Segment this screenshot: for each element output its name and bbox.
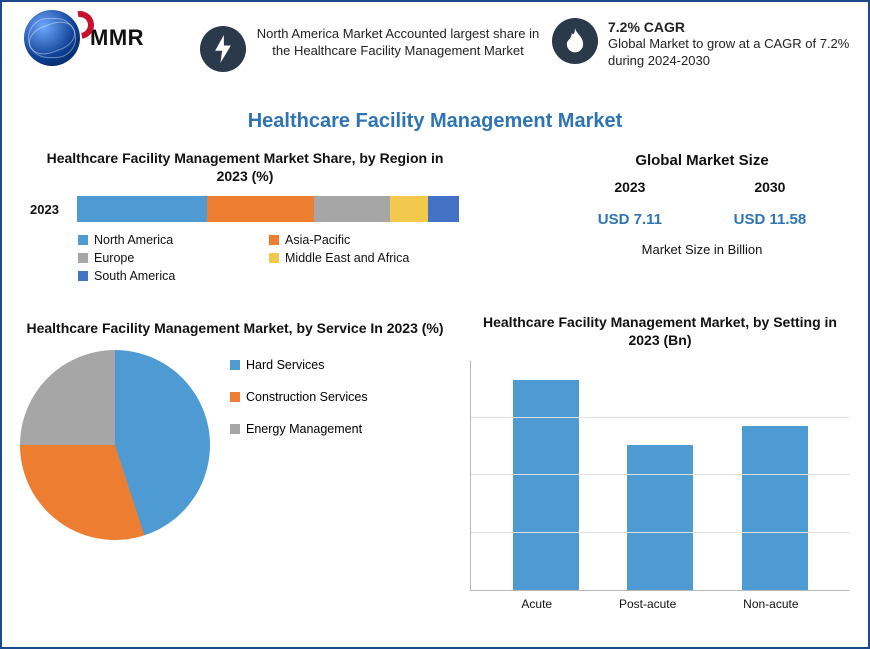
global-market-size: Global Market Size 2023 USD 7.11 2030 US… [562, 152, 842, 257]
main-title: Healthcare Facility Management Market [2, 110, 868, 133]
pie-legend-item: Construction Services [230, 390, 368, 404]
legend-label: Middle East and Africa [285, 251, 409, 265]
gms-col-0: 2023 USD 7.11 [598, 179, 662, 228]
bar-label: Acute [521, 597, 552, 611]
pie-legend-item: Energy Management [230, 422, 368, 436]
legend-label: Energy Management [246, 422, 362, 436]
gms-columns: 2023 USD 7.11 2030 USD 11.58 [562, 179, 842, 228]
region-row-label: 2023 [30, 202, 76, 217]
pie-graphic [20, 350, 210, 540]
gridline [471, 474, 850, 475]
service-pie-chart: Healthcare Facility Management Market, b… [20, 320, 450, 540]
legend-swatch [78, 235, 88, 245]
legend-label: Europe [94, 251, 134, 265]
region-seg-middle-east-and-africa [390, 196, 428, 222]
legend-label: Construction Services [246, 390, 368, 404]
gms-value-0: USD 7.11 [598, 211, 662, 228]
gms-year-1: 2030 [734, 179, 807, 195]
pie-legend: Hard Services Construction Services Energy… [230, 358, 368, 436]
cagr-heading: 7.2% CAGR [608, 18, 852, 36]
gridline [471, 532, 850, 533]
pie-legend-item: Hard Services [230, 358, 368, 372]
legend-swatch [230, 360, 240, 370]
gridline [471, 417, 850, 418]
region-legend-item: North America [78, 233, 269, 247]
callout-na-text: North America Market Accounted largest s… [256, 26, 540, 60]
region-bar-row: 2023 [30, 195, 460, 223]
flame-icon [552, 18, 598, 64]
region-share-chart: Healthcare Facility Management Market Sh… [30, 150, 460, 283]
region-seg-asia-pacific [207, 196, 314, 222]
callout-north-america: North America Market Accounted largest s… [200, 26, 540, 72]
logo: MMR [24, 10, 144, 66]
gms-year-0: 2023 [598, 179, 662, 195]
bar-label: Post-acute [619, 597, 676, 611]
gms-value-1: USD 11.58 [734, 211, 807, 228]
legend-swatch [78, 271, 88, 281]
region-seg-north-america [77, 196, 207, 222]
region-legend-item: South America [78, 269, 269, 283]
legend-label: North America [94, 233, 173, 247]
callout-cagr: 7.2% CAGR Global Market to grow at a CAG… [552, 18, 852, 70]
gms-title: Global Market Size [562, 152, 842, 169]
region-legend: North America Asia-Pacific Europe Middle Ea… [78, 233, 460, 283]
legend-swatch [269, 235, 279, 245]
bar-chart-title: Healthcare Facility Management Market, b… [470, 314, 850, 349]
region-legend-item: Asia-Pacific [269, 233, 460, 247]
region-seg-europe [314, 196, 390, 222]
logo-text: MMR [90, 25, 144, 51]
legend-swatch [269, 253, 279, 263]
cagr-body: Global Market to grow at a CAGR of 7.2% … [608, 36, 852, 70]
gms-col-1: 2030 USD 11.58 [734, 179, 807, 228]
region-legend-item: Middle East and Africa [269, 251, 460, 265]
gms-footer: Market Size in Billion [562, 242, 842, 257]
bar-x-labels: Acute Post-acute Non-acute [470, 591, 850, 611]
legend-label: Asia-Pacific [285, 233, 350, 247]
setting-bar-chart: Healthcare Facility Management Market, b… [470, 314, 850, 611]
bar-post-acute [627, 445, 693, 590]
region-legend-item: Europe [78, 251, 269, 265]
bolt-icon [200, 26, 246, 72]
region-chart-title: Healthcare Facility Management Market Sh… [30, 150, 460, 185]
pie-chart-title: Healthcare Facility Management Market, b… [20, 320, 450, 338]
legend-swatch [230, 424, 240, 434]
bar-plot-area [470, 361, 850, 591]
legend-swatch [78, 253, 88, 263]
legend-swatch [230, 392, 240, 402]
legend-label: South America [94, 269, 175, 283]
bar-label: Non-acute [743, 597, 798, 611]
callout-cagr-text: 7.2% CAGR Global Market to grow at a CAG… [608, 18, 852, 70]
legend-label: Hard Services [246, 358, 325, 372]
region-seg-south-america [428, 196, 459, 222]
bar-non-acute [742, 426, 808, 590]
bars-container [471, 361, 850, 590]
bar-acute [513, 380, 579, 590]
region-stacked-bar [76, 195, 460, 223]
